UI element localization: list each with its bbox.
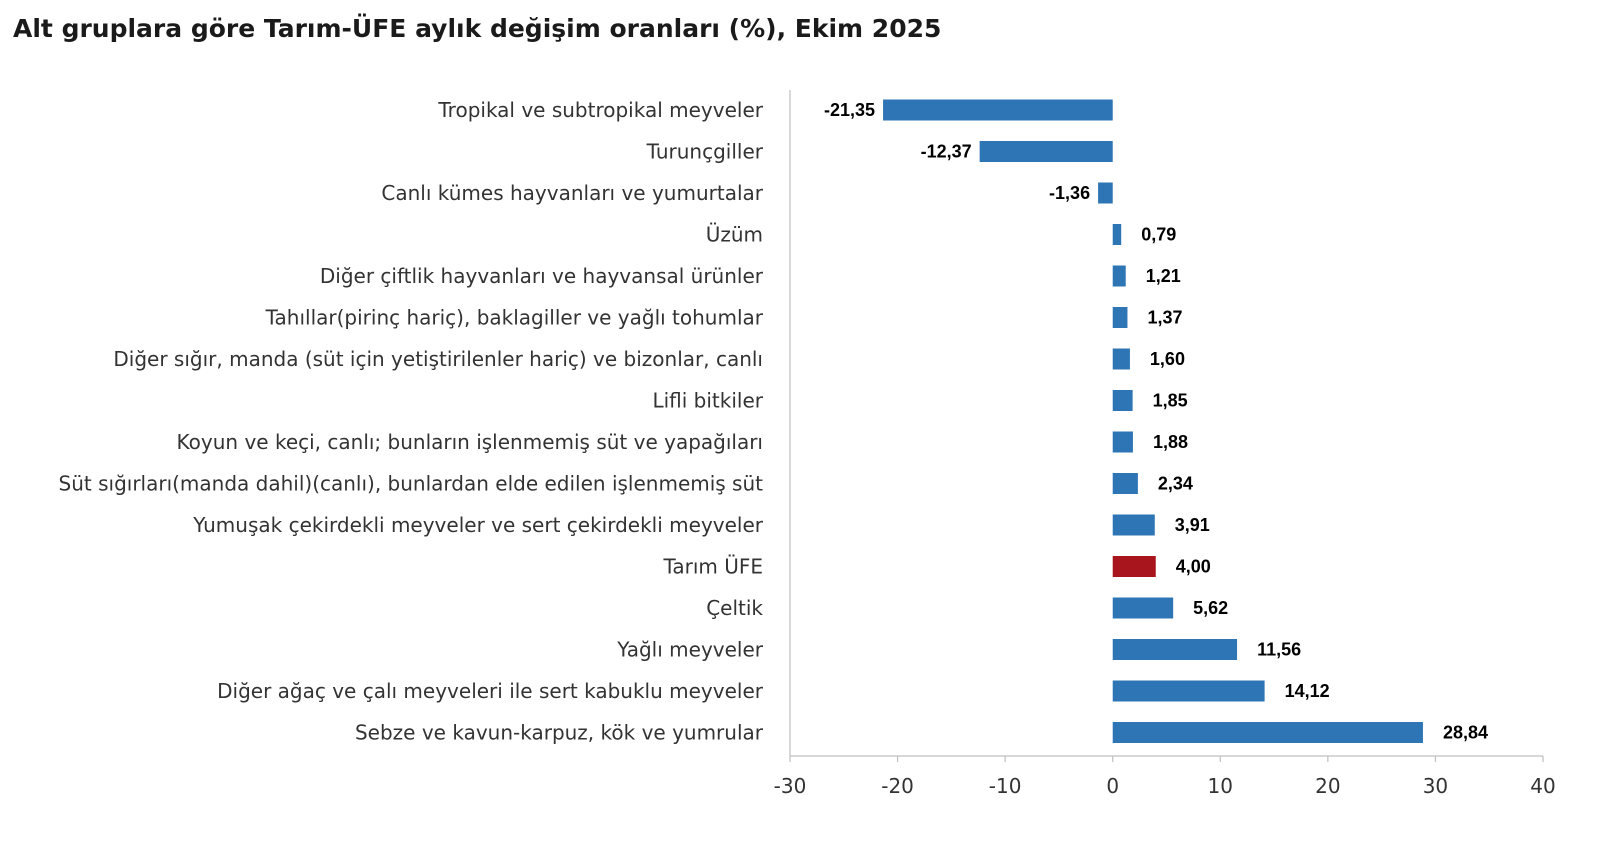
value-label: 2,34 — [1158, 474, 1193, 494]
category-label: Tarım ÜFE — [662, 555, 763, 579]
x-tick-label: 10 — [1208, 774, 1233, 798]
value-label: 1,21 — [1146, 266, 1181, 286]
value-label: 1,37 — [1147, 308, 1182, 328]
bar — [1112, 556, 1156, 577]
value-label: 14,12 — [1285, 681, 1330, 701]
plot-area: -30 -20 -10 0 10 20 30 40 Tropikal ve subtropika… — [59, 90, 1556, 798]
value-label: -12,37 — [921, 142, 972, 162]
category-label: Yumuşak çekirdekli meyveler ve sert çeki… — [192, 513, 764, 537]
category-label: Lifli bitkiler — [652, 389, 763, 413]
value-label: 28,84 — [1443, 723, 1488, 743]
category-label: Tropikal ve subtropikal meyveler — [437, 98, 763, 122]
category-label: Çeltik — [706, 596, 763, 620]
category-label: Üzüm — [706, 223, 763, 247]
value-label: 1,85 — [1153, 391, 1188, 411]
bar — [979, 141, 1113, 162]
value-label: 3,91 — [1175, 515, 1210, 535]
category-label: Koyun ve keçi, canlı; bunların işlenmemi… — [177, 430, 763, 454]
category-label: Yağlı meyveler — [616, 638, 764, 662]
value-label: 5,62 — [1193, 598, 1228, 618]
value-label: 1,88 — [1153, 432, 1188, 452]
category-label: Sebze ve kavun-karpuz, kök ve yumrular — [355, 721, 764, 745]
bar — [1112, 307, 1128, 328]
value-label: 0,79 — [1141, 225, 1176, 245]
bar — [1112, 348, 1130, 370]
value-label: 4,00 — [1176, 557, 1211, 577]
x-tick-label: 40 — [1530, 774, 1555, 798]
category-label: Canlı kümes hayvanları ve yumurtalar — [381, 181, 763, 205]
bar — [1112, 514, 1155, 536]
category-label: Turunçgiller — [646, 140, 764, 164]
bar — [1112, 639, 1238, 660]
bar — [1112, 390, 1133, 411]
bar — [1112, 473, 1138, 494]
bar — [883, 99, 1113, 121]
bar — [1112, 224, 1122, 245]
x-tick-label: -30 — [774, 774, 807, 798]
bar — [1112, 265, 1126, 287]
value-label: -1,36 — [1049, 183, 1090, 203]
bar — [1112, 722, 1423, 743]
category-label: Diğer çiftlik hayvanları ve hayvansal ür… — [320, 264, 764, 288]
chart-title: Alt gruplara göre Tarım-ÜFE aylık değişi… — [13, 14, 942, 43]
value-label: -21,35 — [824, 100, 875, 120]
category-label: Süt sığırları(manda dahil)(canlı), bunla… — [59, 472, 764, 496]
category-label: Diğer sığır, manda (süt için yetiştirile… — [113, 347, 763, 371]
bar — [1098, 182, 1113, 204]
bar — [1112, 431, 1133, 453]
x-tick-label: 30 — [1423, 774, 1448, 798]
bar — [1112, 680, 1265, 702]
value-label: 11,56 — [1257, 640, 1301, 660]
category-label: Diğer ağaç ve çalı meyveleri ile sert ka… — [217, 679, 764, 703]
x-tick-label: 20 — [1315, 774, 1340, 798]
value-label: 1,60 — [1150, 349, 1185, 369]
x-tick-label: -10 — [989, 774, 1022, 798]
category-label: Tahıllar(pirinç hariç), baklagiller ve y… — [265, 306, 764, 330]
x-tick-label: -20 — [881, 774, 914, 798]
bar — [1112, 597, 1174, 619]
x-tick-label: 0 — [1106, 774, 1119, 798]
